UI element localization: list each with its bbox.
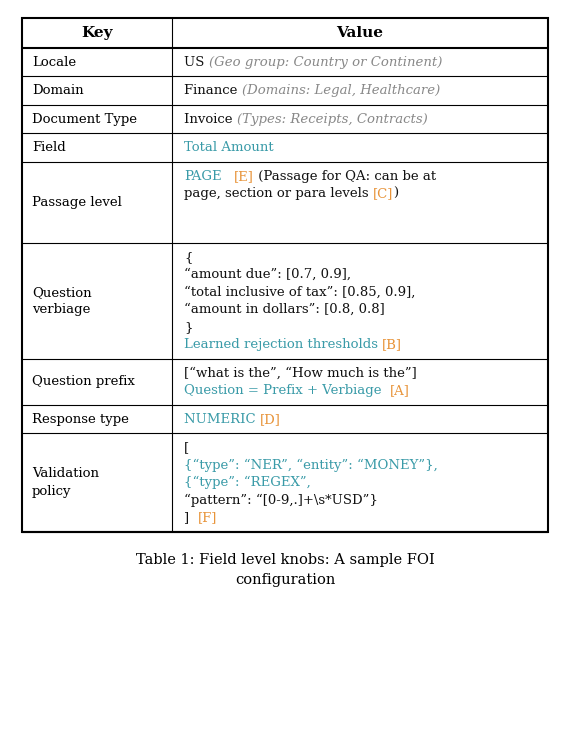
- Text: {“type”: “NER”, “entity”: “MONEY”},: {“type”: “NER”, “entity”: “MONEY”},: [184, 458, 438, 472]
- Text: [A]: [A]: [390, 384, 410, 397]
- Text: Document Type: Document Type: [32, 113, 137, 125]
- Text: [D]: [D]: [260, 413, 280, 426]
- Text: policy: policy: [32, 485, 71, 498]
- Text: [F]: [F]: [198, 511, 217, 524]
- Text: verbiage: verbiage: [32, 303, 91, 317]
- Text: Response type: Response type: [32, 413, 129, 426]
- Text: “pattern”: “[0-9,.]+\s*USD”}: “pattern”: “[0-9,.]+\s*USD”}: [184, 494, 378, 507]
- Text: Key: Key: [81, 26, 113, 40]
- Text: Question prefix: Question prefix: [32, 376, 135, 388]
- Text: ]: ]: [184, 511, 198, 524]
- Text: {“type”: “REGEX”,: {“type”: “REGEX”,: [184, 476, 311, 489]
- Text: ): ): [393, 187, 398, 200]
- Text: PAGE: PAGE: [184, 170, 222, 183]
- Text: Value: Value: [336, 26, 384, 40]
- Text: US: US: [184, 56, 209, 69]
- Text: Finance: Finance: [184, 84, 242, 97]
- Text: {: {: [184, 251, 193, 263]
- Text: [: [: [184, 441, 189, 455]
- Text: Table 1: Field level knobs: A sample FOI
configuration: Table 1: Field level knobs: A sample FOI…: [136, 553, 434, 587]
- Text: Invoice: Invoice: [184, 113, 237, 125]
- Text: Domain: Domain: [32, 84, 84, 97]
- Text: [“what is the”, “How much is the”]: [“what is the”, “How much is the”]: [184, 367, 417, 380]
- Text: Question = Prefix + Verbiage: Question = Prefix + Verbiage: [184, 384, 390, 397]
- Text: }: }: [184, 321, 193, 334]
- Text: page, section or para levels: page, section or para levels: [184, 187, 373, 200]
- Text: [B]: [B]: [382, 338, 402, 351]
- Text: (Geo group: Country or Continent): (Geo group: Country or Continent): [209, 56, 442, 69]
- Text: (Passage for QA: can be at: (Passage for QA: can be at: [254, 170, 436, 183]
- Text: Locale: Locale: [32, 56, 76, 69]
- Text: “amount in dollars”: [0.8, 0.8]: “amount in dollars”: [0.8, 0.8]: [184, 303, 385, 317]
- Text: Validation: Validation: [32, 467, 99, 480]
- Bar: [22, 18, 548, 532]
- Text: Field: Field: [32, 141, 66, 154]
- Text: Question: Question: [32, 286, 92, 299]
- Text: Total Amount: Total Amount: [184, 141, 274, 154]
- Text: “amount due”: [0.7, 0.9],: “amount due”: [0.7, 0.9],: [184, 268, 351, 281]
- Text: (Types: Receipts, Contracts): (Types: Receipts, Contracts): [237, 113, 428, 125]
- Text: Learned rejection thresholds: Learned rejection thresholds: [184, 338, 382, 351]
- Text: Passage level: Passage level: [32, 196, 122, 209]
- Text: NUMERIC: NUMERIC: [184, 413, 260, 426]
- Text: (Domains: Legal, Healthcare): (Domains: Legal, Healthcare): [242, 84, 440, 97]
- Text: “total inclusive of tax”: [0.85, 0.9],: “total inclusive of tax”: [0.85, 0.9],: [184, 286, 416, 299]
- Text: [C]: [C]: [373, 187, 393, 200]
- Text: [E]: [E]: [234, 170, 254, 183]
